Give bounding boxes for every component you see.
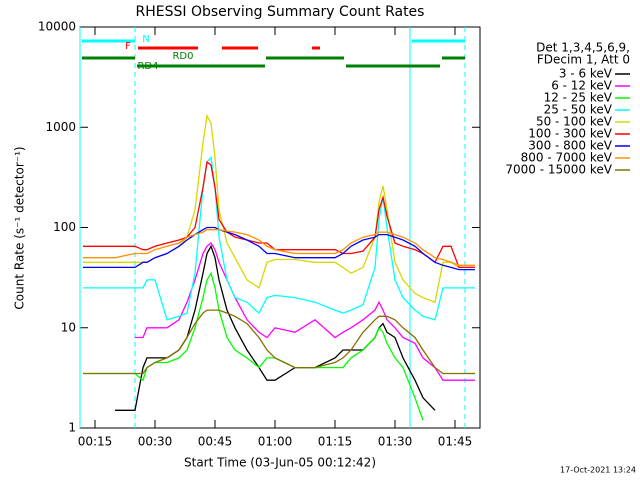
series-line — [83, 160, 475, 269]
x-axis-label: Start Time (03-Jun-05 00:12:42) — [184, 456, 376, 470]
x-tick-label: 01:15 — [318, 435, 353, 449]
x-tick-label: 00:30 — [138, 435, 173, 449]
x-tick-label: 01:00 — [258, 435, 293, 449]
legend-header: Det 1,3,4,5,6,9, — [536, 41, 630, 55]
y-tick-label: 1000 — [45, 120, 76, 134]
x-tick-label: 01:30 — [378, 435, 413, 449]
legend-label: 100 - 300 keV — [528, 127, 612, 141]
legend-label: 12 - 25 keV — [544, 91, 613, 105]
legend-label: 25 - 50 keV — [544, 103, 613, 117]
y-tick-label: 1 — [68, 421, 76, 435]
chart-title: RHESSI Observing Summary Count Rates — [136, 4, 425, 20]
flag-label: RD4 — [137, 61, 158, 72]
y-tick-label: 10000 — [38, 20, 76, 34]
legend-label: 50 - 100 keV — [536, 115, 613, 129]
x-tick-label: 00:15 — [78, 435, 113, 449]
series-line — [83, 309, 475, 375]
legend-label: 300 - 800 keV — [528, 139, 612, 153]
y-axis-label: Count Rate (s⁻¹ detector⁻¹) — [13, 146, 27, 309]
x-tick-label: 01:45 — [438, 435, 473, 449]
y-tick-label: 100 — [53, 220, 76, 234]
legend-header: FDecim 1, Att 0 — [537, 53, 630, 67]
y-tick-label: 10 — [61, 320, 76, 334]
series-line — [83, 229, 475, 266]
footer: 17-Oct-2021 13:24 — [560, 466, 636, 475]
legend-label: 3 - 6 keV — [559, 67, 613, 81]
series-line — [135, 242, 475, 381]
series-line — [83, 155, 475, 321]
x-tick-label: 00:45 — [198, 435, 233, 449]
legend-label: 800 - 7000 keV — [521, 151, 613, 165]
flag-label: RD0 — [172, 51, 193, 62]
legend-label: 7000 - 15000 keV — [505, 163, 612, 177]
legend-label: 6 - 12 keV — [551, 79, 613, 93]
series-line — [83, 226, 475, 271]
flag-label: N — [142, 34, 149, 45]
flag-label: F — [125, 41, 131, 52]
